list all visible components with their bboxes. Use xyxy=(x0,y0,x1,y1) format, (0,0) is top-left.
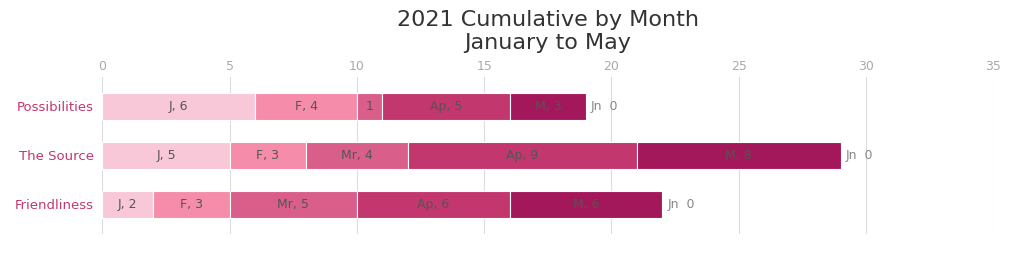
Bar xyxy=(102,93,255,120)
Text: Jn  0: Jn 0 xyxy=(591,100,618,113)
Bar xyxy=(154,191,229,218)
Bar xyxy=(229,191,357,218)
Text: J, 6: J, 6 xyxy=(169,100,188,113)
Bar xyxy=(357,191,510,218)
Text: M, 8: M, 8 xyxy=(725,149,752,162)
Bar xyxy=(510,191,663,218)
Text: Ap, 5: Ap, 5 xyxy=(430,100,462,113)
Bar xyxy=(255,93,357,120)
Bar xyxy=(637,142,841,169)
Text: F, 3: F, 3 xyxy=(256,149,280,162)
Text: Ap, 6: Ap, 6 xyxy=(417,198,450,211)
Bar xyxy=(382,93,510,120)
Text: M, 6: M, 6 xyxy=(572,198,599,211)
Text: J, 2: J, 2 xyxy=(118,198,137,211)
Text: Ap, 9: Ap, 9 xyxy=(506,149,539,162)
Bar xyxy=(510,93,586,120)
Text: J, 5: J, 5 xyxy=(157,149,176,162)
Bar xyxy=(102,142,229,169)
Bar xyxy=(102,191,154,218)
Bar xyxy=(408,142,637,169)
Text: Jn  0: Jn 0 xyxy=(668,198,695,211)
Bar xyxy=(357,93,382,120)
Text: M, 3: M, 3 xyxy=(535,100,561,113)
Bar xyxy=(229,142,306,169)
Text: Mr, 4: Mr, 4 xyxy=(341,149,373,162)
Text: 1: 1 xyxy=(366,100,374,113)
Bar xyxy=(306,142,408,169)
Text: Mr, 5: Mr, 5 xyxy=(278,198,309,211)
Title: 2021 Cumulative by Month
January to May: 2021 Cumulative by Month January to May xyxy=(397,10,698,53)
Text: F, 4: F, 4 xyxy=(295,100,317,113)
Text: F, 3: F, 3 xyxy=(180,198,203,211)
Text: Jn  0: Jn 0 xyxy=(846,149,873,162)
